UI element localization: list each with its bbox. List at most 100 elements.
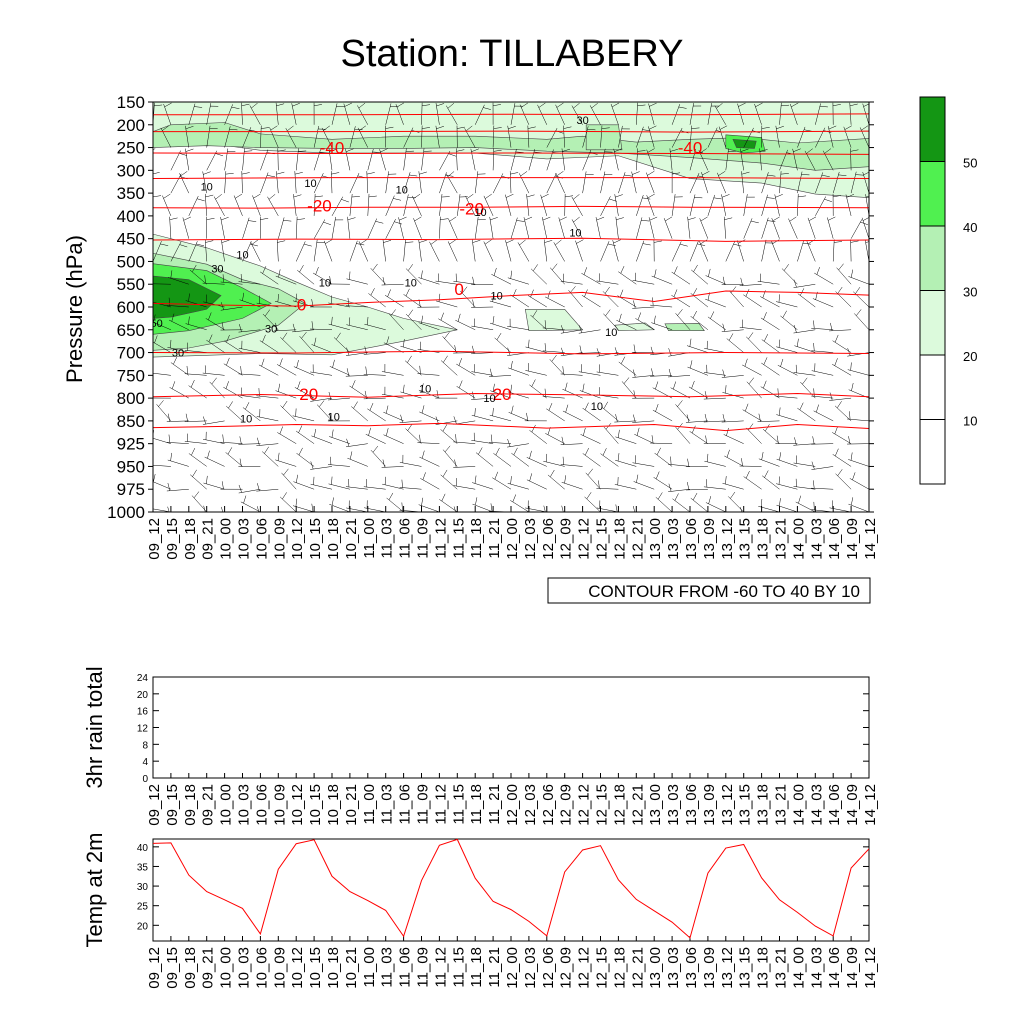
x-tick-label: 12_12 xyxy=(576,784,593,826)
wind-barb-flag xyxy=(722,369,726,378)
wind-barb-flag xyxy=(278,383,280,392)
wind-barb xyxy=(832,363,852,376)
y-tick-label: 500 xyxy=(117,252,145,271)
wind-barb-flag xyxy=(694,151,703,153)
wind-barb xyxy=(707,316,726,330)
wind-barb-flag xyxy=(850,149,859,152)
wind-barb xyxy=(618,172,626,194)
wind-barb-flag xyxy=(551,354,557,362)
x-tick-label: 14_00 xyxy=(790,784,807,826)
wind-barb-flag xyxy=(763,357,768,365)
wind-barb xyxy=(293,481,315,490)
wind-barb-flag xyxy=(740,148,749,152)
wind-barb xyxy=(721,329,744,332)
wind-barb-flag xyxy=(741,458,743,467)
wind-barb xyxy=(519,173,530,194)
wind-barb xyxy=(242,241,252,262)
wind-barb-flag xyxy=(734,80,740,85)
wind-barb xyxy=(329,436,350,444)
wind-barb xyxy=(385,171,389,194)
wind-barb-flag xyxy=(850,362,852,371)
wind-barb xyxy=(655,497,673,512)
wind-barb xyxy=(527,125,530,148)
wind-barb-flag xyxy=(767,174,776,177)
wind-barb-flag xyxy=(778,294,780,303)
wind-barb xyxy=(743,102,744,103)
x-tick-label: 13_21 xyxy=(773,784,790,826)
wind-barb-flag xyxy=(561,505,564,512)
x-tick-label: 12_00 xyxy=(504,947,521,989)
wind-barb-flag xyxy=(869,82,877,83)
wind-barb-flag xyxy=(544,240,553,243)
wind-barb xyxy=(439,194,443,216)
wind-barb-flag xyxy=(192,469,197,477)
wind-barb xyxy=(563,125,565,148)
wind-barb xyxy=(634,434,655,444)
wind-barb xyxy=(417,373,440,376)
y-tick-label: 1000 xyxy=(107,503,145,522)
temperature-contour-label: -40 xyxy=(320,139,345,158)
wind-speed-shading xyxy=(732,139,757,149)
wind-barb xyxy=(221,239,225,262)
wind-barb xyxy=(418,504,440,512)
wind-barb xyxy=(862,171,869,194)
wind-barb-flag xyxy=(834,426,838,435)
wind-barb-flag xyxy=(776,81,784,84)
x-tick-label: 12_18 xyxy=(611,947,628,989)
wind-barb-flag xyxy=(419,240,427,243)
wind-barb xyxy=(777,365,798,376)
wind-barb-flag xyxy=(215,153,224,157)
wind-barb xyxy=(383,434,404,444)
wind-barb-flag xyxy=(196,198,205,202)
wind-barb-flag xyxy=(375,221,384,224)
wind-barb xyxy=(453,352,476,354)
wind-barb xyxy=(405,313,422,330)
wind-barb xyxy=(398,217,404,239)
wind-barb xyxy=(240,501,261,512)
wind-barb xyxy=(223,387,243,399)
wind-barb-flag xyxy=(633,344,636,353)
wind-barb-flag xyxy=(203,505,206,512)
wind-barb-flag xyxy=(654,269,657,278)
wind-barb xyxy=(561,148,565,171)
wind-barb-flag xyxy=(519,239,526,246)
wind-barb xyxy=(313,125,319,148)
wind-barb-flag xyxy=(716,103,723,109)
wind-barb xyxy=(292,415,315,422)
wind-barb-flag xyxy=(598,480,600,489)
wind-barb-flag xyxy=(310,393,314,402)
wind-barb-flag xyxy=(834,334,839,343)
wind-barb xyxy=(739,327,762,331)
wind-barb-flag xyxy=(260,218,269,220)
wind-barb-flag xyxy=(448,153,457,157)
wind-barb xyxy=(400,391,422,399)
wind-barb xyxy=(668,463,691,467)
wind-barb xyxy=(528,102,530,103)
wind-barb-flag xyxy=(692,492,698,501)
wind-barb xyxy=(206,150,218,171)
temperature-contour-label: 20 xyxy=(493,385,512,404)
wind-barb xyxy=(614,194,619,216)
wind-barb-flag xyxy=(510,384,512,393)
wind-barb xyxy=(170,173,182,194)
wind-barb-flag xyxy=(364,81,372,84)
wind-barb xyxy=(771,217,780,239)
x-tick-label: 09_12 xyxy=(146,518,163,560)
wind-barb-flag xyxy=(366,172,375,175)
wind-barb-flag xyxy=(780,358,784,367)
wind-barb xyxy=(797,193,799,216)
wind-barb xyxy=(847,369,869,376)
wind-barb xyxy=(238,373,261,376)
x-tick-label: 13_09 xyxy=(701,518,718,560)
x-tick-label: 10_12 xyxy=(289,518,306,560)
wind-barb-flag xyxy=(351,196,360,198)
wind-barb-flag xyxy=(653,240,662,243)
wind-barb-flag xyxy=(533,264,538,272)
wind-barb-flag xyxy=(562,456,564,465)
wind-barb xyxy=(421,125,423,148)
y-tick-label: 600 xyxy=(117,298,145,317)
wind-barb-flag xyxy=(745,403,749,412)
wind-barb-flag xyxy=(617,429,620,438)
wind-barb-flag xyxy=(170,452,172,461)
colorbar-segment xyxy=(919,354,946,420)
